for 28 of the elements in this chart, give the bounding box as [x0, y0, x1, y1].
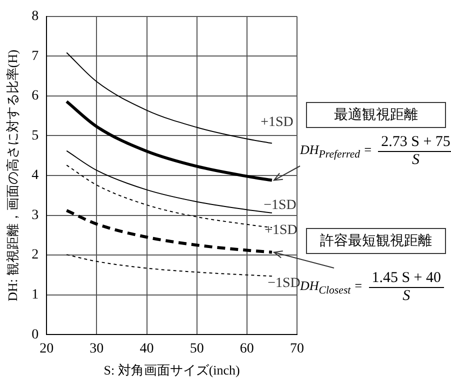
x-tick-label: 60: [240, 342, 254, 357]
text: 許容最短観視距離: [306, 228, 446, 254]
y-axis-title: DH: 観視距離，画面の高さに対する比率(H): [5, 50, 20, 302]
y-tick-label: 6: [32, 88, 39, 104]
x-tick-label: 30: [90, 342, 104, 357]
y-tick-label: 3: [32, 208, 39, 223]
line-series: [66, 254, 272, 277]
annotation: DH$_{Preferred}$ =: [300, 142, 372, 161]
x-tick-label: 20: [40, 342, 54, 357]
x-tick-label: 70: [290, 342, 304, 357]
y-tick-label: 2: [32, 248, 39, 263]
x-tick-label: 50: [190, 342, 204, 357]
annotation: −1SD: [264, 198, 296, 214]
y-tick-label: 8: [32, 9, 39, 24]
text: 1.45 S + 40: [368, 270, 444, 288]
text: S: [402, 288, 410, 305]
y-tick-label: 7: [32, 48, 39, 64]
x-tick-label: 40: [140, 342, 154, 357]
y-tick-label: 5: [32, 128, 39, 144]
y-tick-label: 1: [32, 287, 39, 302]
text: S: [412, 152, 420, 169]
text: 2.73 S + 75: [378, 134, 451, 152]
y-tick-label: 4: [32, 168, 39, 184]
annotation: +1SD: [260, 115, 294, 131]
y-tick-label: 0: [32, 327, 39, 342]
annotation: DH$_{Closest}$ =: [300, 278, 363, 297]
x-axis-title: S: 対角画面サイズ(inch): [104, 362, 240, 378]
text: 最適観視距離: [306, 102, 446, 128]
